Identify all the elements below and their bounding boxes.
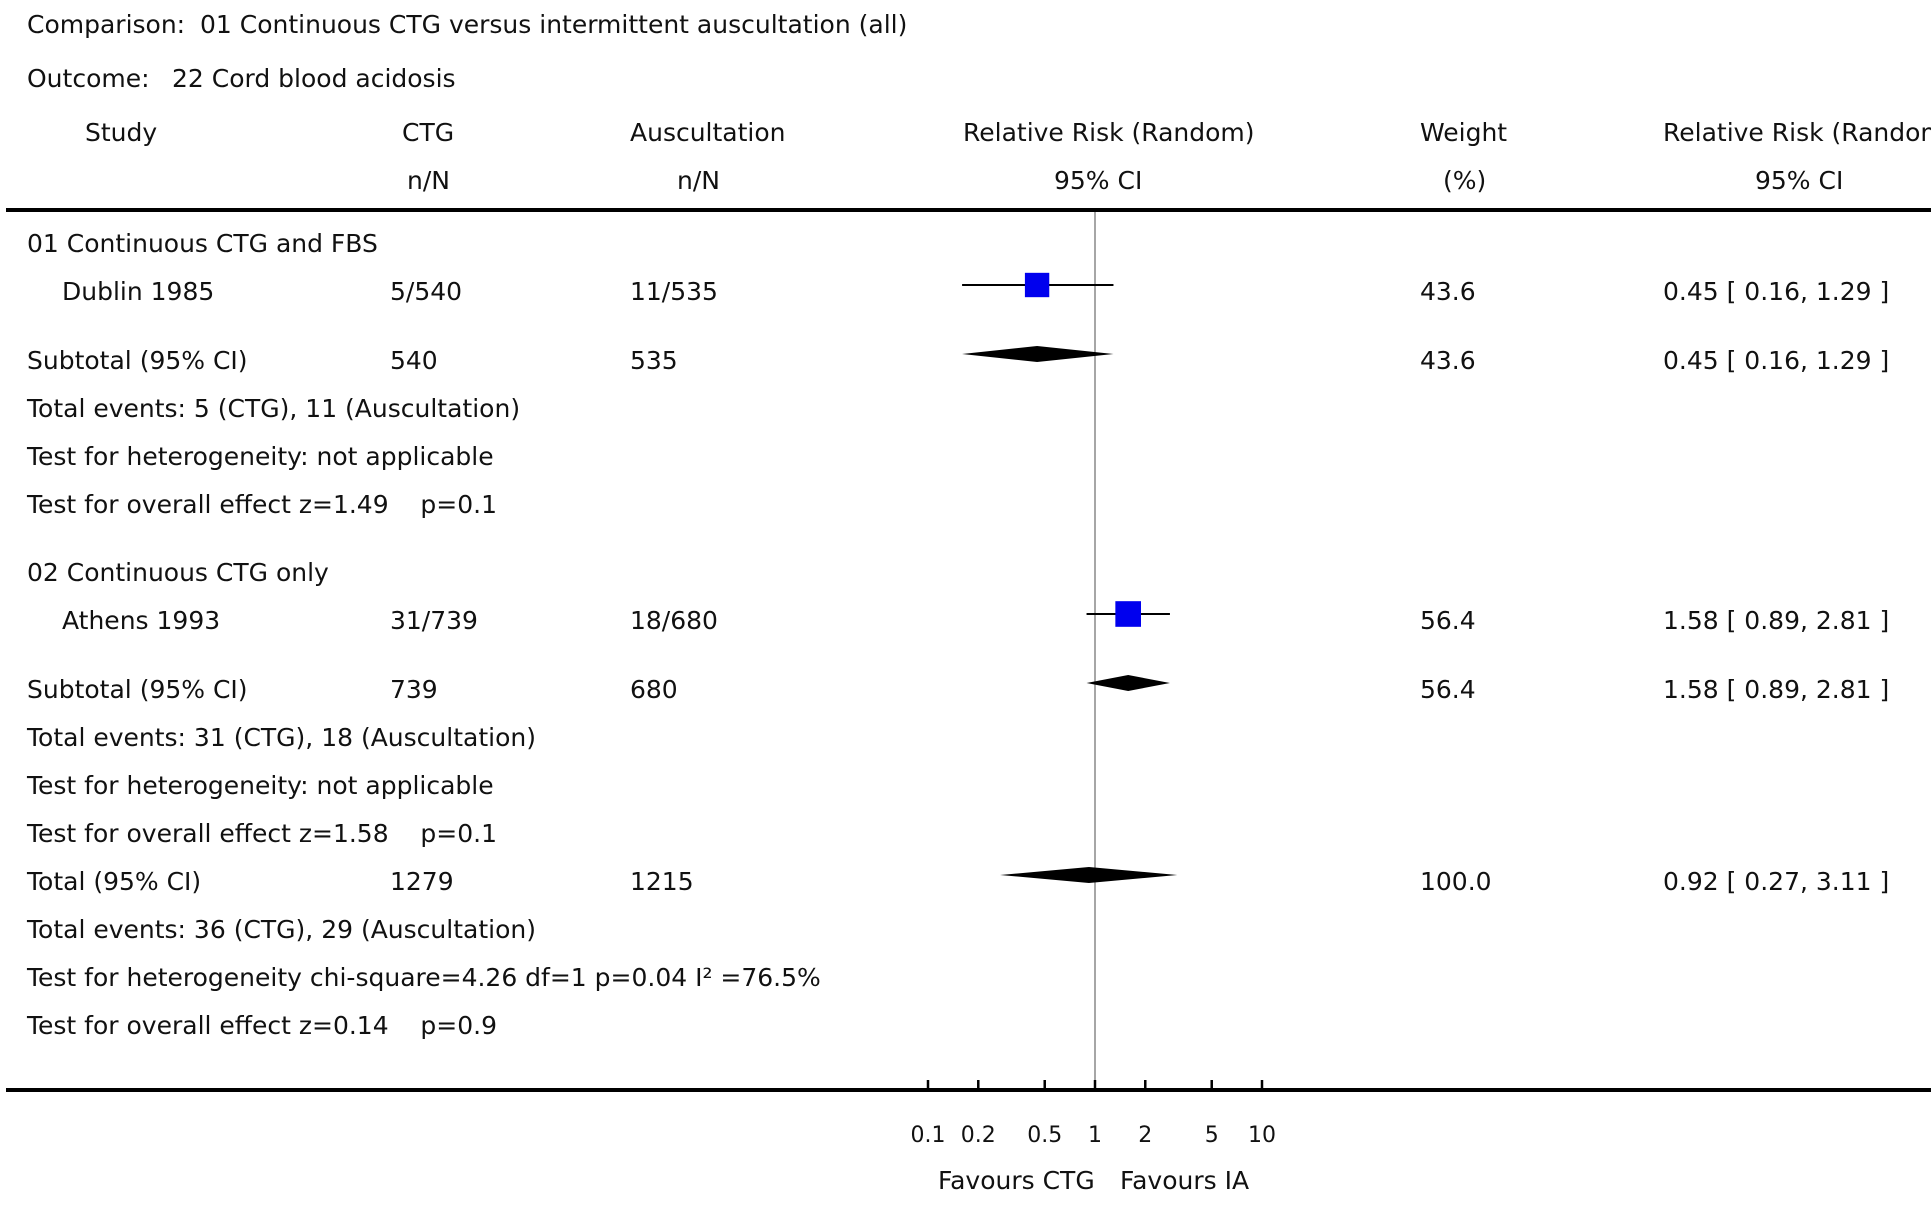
total-events: Total events: 31 (CTG), 18 (Auscultation…	[27, 723, 536, 752]
col-ctg: CTG	[402, 118, 455, 147]
subtotal-ci: 0.45 [ 0.16, 1.29 ]	[1663, 346, 1890, 375]
study-ctg: 5/540	[390, 277, 463, 306]
col-rr2: Relative Risk (Random)	[1663, 118, 1931, 147]
total-ausc: 1215	[630, 867, 694, 896]
study-ci: 0.45 [ 0.16, 1.29 ]	[1663, 277, 1890, 306]
col-ausc: Auscultation	[630, 118, 786, 147]
study-ctg: 31/739	[390, 606, 478, 635]
overall-effect-test: Test for overall effect z=0.14 p=0.9	[27, 1011, 497, 1040]
outcome-label: Outcome:	[27, 64, 150, 93]
study-weight: 56.4	[1420, 606, 1476, 635]
study-weight: 43.6	[1420, 277, 1476, 306]
axis-label-left: Favours CTG	[938, 1166, 1095, 1195]
subtotal-label: Subtotal (95% CI)	[27, 675, 248, 704]
col-weight-sub: (%)	[1443, 166, 1487, 195]
axis-tick-label: 5	[1205, 1123, 1219, 1148]
col-study: Study	[85, 118, 158, 147]
outcome-value: 22 Cord blood acidosis	[172, 64, 456, 93]
subtotal-ctg: 540	[390, 346, 438, 375]
col-rr-sub: 95% CI	[1054, 166, 1143, 195]
col-ausc-sub: n/N	[677, 166, 720, 195]
axis-tick-label: 0.2	[961, 1123, 996, 1148]
header-rule	[6, 208, 1931, 212]
total-ctg: 1279	[390, 867, 454, 896]
heterogeneity-test: Test for heterogeneity: not applicable	[27, 771, 494, 800]
group-title: 02 Continuous CTG only	[27, 558, 329, 587]
subtotal-weight: 43.6	[1420, 346, 1476, 375]
axis-tick-label: 2	[1138, 1123, 1152, 1148]
subtotal-ausc: 680	[630, 675, 678, 704]
subtotal-ausc: 535	[630, 346, 678, 375]
study-ausc: 18/680	[630, 606, 718, 635]
heterogeneity-test: Test for heterogeneity chi-square=4.26 d…	[27, 963, 821, 992]
subtotal-diamond	[1086, 675, 1170, 691]
total-label: Total (95% CI)	[27, 867, 202, 896]
col-rr2-sub: 95% CI	[1755, 166, 1844, 195]
comparison-value: 01 Continuous CTG versus intermittent au…	[200, 10, 908, 39]
axis-tick-label: 10	[1248, 1123, 1276, 1148]
study-ausc: 11/535	[630, 277, 718, 306]
subtotal-diamond	[962, 346, 1114, 362]
overall-effect-test: Test for overall effect z=1.58 p=0.1	[27, 819, 497, 848]
subtotal-weight: 56.4	[1420, 675, 1476, 704]
study-marker	[1024, 272, 1050, 298]
subtotal-ctg: 739	[390, 675, 438, 704]
group-title: 01 Continuous CTG and FBS	[27, 229, 378, 258]
col-ctg-sub: n/N	[407, 166, 450, 195]
col-rr: Relative Risk (Random)	[963, 118, 1255, 147]
total-events: Total events: 5 (CTG), 11 (Auscultation)	[27, 394, 521, 423]
axis-rule	[6, 1088, 1931, 1092]
study-ci: 1.58 [ 0.89, 2.81 ]	[1663, 606, 1890, 635]
total-ci: 0.92 [ 0.27, 3.11 ]	[1663, 867, 1890, 896]
overall-effect-test: Test for overall effect z=1.49 p=0.1	[27, 490, 497, 519]
study-name: Dublin 1985	[62, 277, 215, 306]
col-weight: Weight	[1420, 118, 1508, 147]
total-weight: 100.0	[1420, 867, 1492, 896]
axis-tick-label: 1	[1088, 1123, 1102, 1148]
total-diamond	[1000, 867, 1178, 883]
comparison-label: Comparison:	[27, 10, 186, 39]
subtotal-label: Subtotal (95% CI)	[27, 346, 248, 375]
axis-label-right: Favours IA	[1120, 1166, 1250, 1195]
subtotal-ci: 1.58 [ 0.89, 2.81 ]	[1663, 675, 1890, 704]
study-marker	[1115, 601, 1141, 627]
heterogeneity-test: Test for heterogeneity: not applicable	[27, 442, 494, 471]
axis-tick-label: 0.5	[1027, 1123, 1062, 1148]
axis-tick-label: 0.1	[911, 1123, 946, 1148]
total-events: Total events: 36 (CTG), 29 (Auscultation…	[27, 915, 536, 944]
study-name: Athens 1993	[62, 606, 221, 635]
